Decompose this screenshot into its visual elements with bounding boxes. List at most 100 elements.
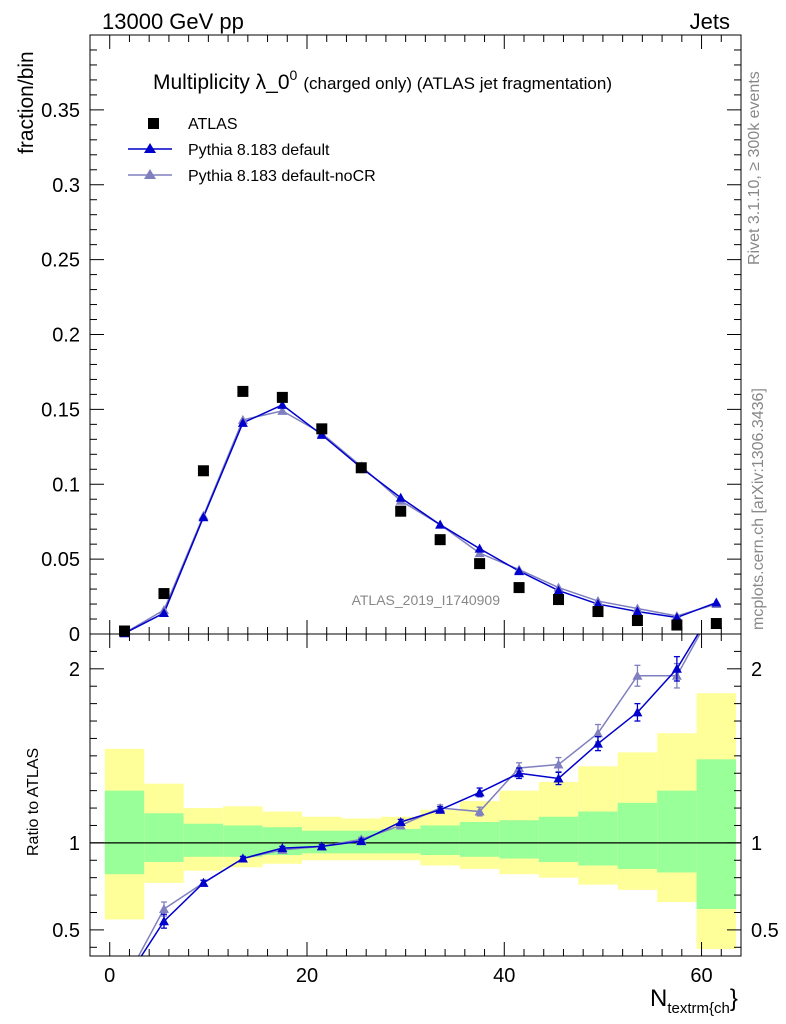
point-default-1 [158,608,169,618]
ratio-ytick-label-right-2: 2 [751,659,762,681]
chart-title: Multiplicity λ_00 (charged only) (ATLAS j… [153,67,612,94]
line-nocr [124,410,717,634]
point-default-9 [474,543,485,553]
line-default [124,404,717,634]
ratio-point-default-12 [592,738,603,748]
band-inner-1 [144,813,184,863]
main-ytick-label-5: 0.25 [41,250,80,272]
main-ylabel: fraction/bin [15,51,38,154]
ratio-ytick-label-left-2: 2 [69,659,80,681]
rivet-label: Rivet 3.1.10, ≥ 300k events [746,71,763,265]
point-atlas-2 [197,465,209,477]
point-atlas-10 [513,582,525,594]
band-inner-15 [696,759,737,910]
main-axis-ticks: 00.050.10.150.20.250.30.350 20 40 60 [41,35,741,987]
header-jets: Jets [690,9,730,34]
band-inner-3 [223,825,263,857]
ratio-point-nocr-13 [632,670,643,680]
ratio-ytick-label-right-1: 1 [751,833,762,855]
ratio-ylabel: Ratio to ATLAS [25,748,42,856]
ratio-point-default-4 [277,843,288,853]
legend-label-atlas: ATLAS [188,116,238,133]
band-inner-7 [380,828,421,854]
point-atlas-12 [592,606,604,618]
ratio-ytick-label-left-1: 1 [69,833,80,855]
band-inner-11 [538,816,579,863]
analysis-watermark: ATLAS_2019_I1740909 [352,592,501,608]
xlabel-close: } [730,985,738,1012]
ratio-ytick-label-right-0: 0.5 [751,920,779,942]
ratio-frame [89,633,742,957]
main-ytick-label-4: 0.2 [52,325,80,347]
point-default-15 [711,597,722,607]
ratio-ytick-label-left-0: 0.5 [52,920,80,942]
legend-label-nocr: Pythia 8.183 default-noCR [188,168,376,185]
main-ytick-label-2: 0.1 [52,474,80,496]
band-inner-12 [578,811,618,866]
legend-marker-default [144,143,156,153]
band-inner-13 [617,802,658,869]
band-inner-10 [499,820,539,859]
point-atlas-7 [395,505,407,517]
ratio-point-nocr-11 [553,759,564,769]
main-ytick-label-3: 0.15 [41,399,80,421]
ratio-point-default-6 [356,836,367,846]
band-inner-2 [183,823,224,857]
xlabel-sub: textrm{ch [667,1000,730,1017]
main-ytick-label-1: 0.05 [41,549,80,571]
xlabel-main: N [650,985,667,1012]
point-atlas-0 [119,625,131,637]
point-atlas-13 [631,615,643,627]
point-default-7 [395,492,406,502]
xtick-label-3: 60 [690,965,712,987]
ratio-point-nocr-12 [592,728,603,738]
point-default-11 [553,585,564,595]
point-atlas-1 [158,588,170,600]
ratio-point-default-14 [671,663,682,673]
band-inner-14 [657,790,697,873]
main-ytick-label-7: 0.35 [41,100,80,122]
ratio-axis-ticks: 0.5 0.5 1 1 2 2 [52,650,779,948]
ratio-point-default-5 [316,841,327,851]
legend-marker-nocr [144,169,156,179]
ratio-point-default-7 [395,816,406,826]
ratio-point-default-9 [474,787,485,797]
point-atlas-3 [237,385,249,397]
point-atlas-14 [671,619,683,631]
ratio-point-default-8 [435,804,446,814]
point-default-8 [435,519,446,529]
xtick-label-1: 20 [296,965,318,987]
xtick-label-0: 0 [104,965,115,987]
ratio-point-nocr-9 [474,806,485,816]
ratio-point-default-10 [514,768,525,778]
point-atlas-11 [553,594,565,606]
ratio-point-default-1 [158,916,169,926]
main-ytick-label-0: 0 [69,624,80,646]
xtick-label-2: 40 [493,965,515,987]
ratio-point-nocr-1 [158,904,169,914]
title-sup: 0 [290,67,298,83]
main-ytick-label-6: 0.3 [52,175,80,197]
x-axis-label: Ntextrm{ch} [650,985,738,1017]
point-nocr-4 [277,405,288,415]
mcplots-label: mcplots.cern.ch [arXiv:1306.3436] [750,388,767,630]
legend-label-default: Pythia 8.183 default [188,142,330,159]
point-default-14 [671,612,682,622]
ratio-point-default-11 [553,773,564,783]
header-energy: 13000 GeV pp [102,9,244,34]
point-atlas-4 [276,391,288,403]
point-atlas-9 [474,558,486,570]
point-default-13 [632,606,643,616]
point-default-4 [277,399,288,409]
point-default-12 [592,599,603,609]
title-main: Multiplicity λ_0 [153,71,290,94]
legend-marker-atlas [148,118,159,129]
point-atlas-6 [355,462,367,474]
point-atlas-8 [434,534,446,546]
point-atlas-5 [316,423,328,435]
ratio-point-default-2 [198,877,209,887]
legend: ATLAS Pythia 8.183 default Pythia 8.183 … [128,116,376,185]
band-inner-9 [459,821,500,857]
point-atlas-15 [710,618,722,630]
